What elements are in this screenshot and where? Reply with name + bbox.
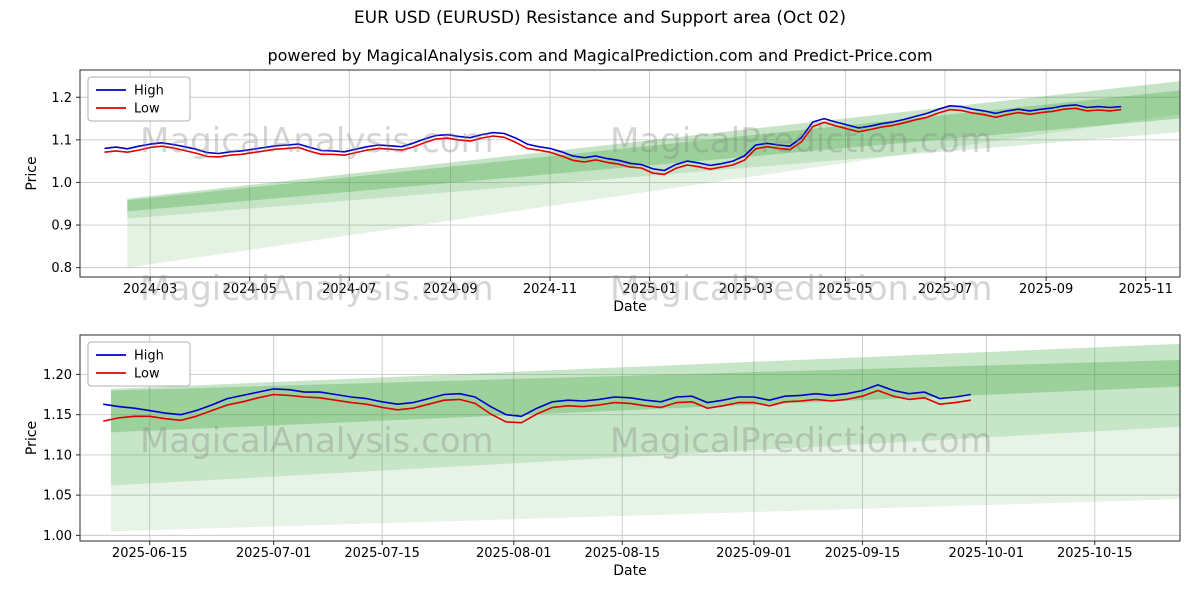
x-tick-label: 2024-03 (123, 282, 177, 297)
y-tick-label: 1.05 (43, 489, 72, 504)
x-tick-label: 2025-08-01 (476, 546, 552, 561)
x-tick-label: 2025-10-01 (949, 546, 1025, 561)
chart-1: 2024-03 2024-05 2024-07 2024-09 2024-11 2025-… (24, 69, 1181, 315)
y-axis-label: Price (24, 156, 40, 190)
y-tick-label: 1.15 (43, 408, 72, 423)
x-tick-label: 2025-05 (818, 282, 872, 297)
x-tick-label: 2024-05 (223, 282, 277, 297)
legend-label: Low (134, 102, 160, 117)
x-tick-label: 2025-09 (1019, 282, 1073, 297)
legend-label: High (134, 349, 164, 364)
x-axis-label: Date (613, 299, 646, 315)
watermark-text: MagicalPrediction.com (610, 421, 993, 461)
support-resistance-band (127, 81, 1181, 268)
legend-label: Low (134, 367, 160, 382)
series-line-low (104, 107, 1122, 176)
x-tick-label: 2024-11 (523, 282, 577, 297)
legend-box (87, 76, 191, 122)
support-resistance-band (110, 343, 1180, 532)
x-tick-label: 2025-09-15 (825, 546, 901, 561)
y-axis-label: Price (24, 421, 40, 455)
x-tick-label: 2025-07 (918, 282, 972, 297)
y-tick-label: 1.0 (51, 176, 72, 191)
chart-title: EUR USD (EURUSD) Resistance and Support … (353, 8, 847, 28)
x-tick-label: 2025-11 (1119, 282, 1173, 297)
x-tick-label: 2024-07 (322, 282, 376, 297)
y-tick-label: 1.00 (43, 529, 72, 544)
x-tick-label: 2025-06-15 (112, 546, 188, 561)
watermark-text: MagicalAnalysis.com (140, 269, 494, 309)
watermark-text: MagicalPrediction.com (610, 269, 993, 309)
series-line-high (103, 384, 971, 418)
x-tick-label: 2025-07-01 (236, 546, 312, 561)
x-tick-label: 2025-10-15 (1057, 546, 1133, 561)
legend-label: High (134, 84, 164, 99)
x-tick-label: 2025-08-15 (584, 546, 660, 561)
watermark-text: MagicalAnalysis.com (140, 421, 494, 461)
series-line-high (104, 104, 1122, 172)
x-tick-label: 2025-09-01 (716, 546, 792, 561)
watermark-text: MagicalAnalysis.com (140, 121, 494, 161)
y-tick-label: 1.20 (43, 368, 72, 383)
x-tick-label: 2025-07-15 (344, 546, 420, 561)
y-tick-label: 0.9 (51, 219, 72, 234)
support-resistance-band (127, 90, 1181, 212)
series-line-low (103, 389, 971, 424)
chart-subtitle: powered by MagicalAnalysis.com and Magic… (267, 46, 933, 65)
support-resistance-band (110, 359, 1180, 433)
plot-frame (79, 334, 1181, 542)
legend-box (87, 341, 191, 387)
x-axis-label: Date (613, 563, 646, 579)
support-resistance-band (110, 343, 1180, 486)
x-tick-label: 2025-01 (622, 282, 676, 297)
chart-2: 2025-06-15 2025-07-01 2025-07-15 2025-08-01… (24, 334, 1181, 579)
y-tick-label: 0.8 (51, 261, 72, 276)
watermark-text: MagicalPrediction.com (610, 121, 993, 161)
plot-frame (79, 69, 1181, 278)
y-tick-label: 1.1 (51, 133, 72, 148)
y-tick-label: 1.2 (51, 91, 72, 106)
x-tick-label: 2024-09 (423, 282, 477, 297)
x-tick-label: 2025-03 (719, 282, 773, 297)
y-tick-label: 1.10 (43, 448, 72, 463)
